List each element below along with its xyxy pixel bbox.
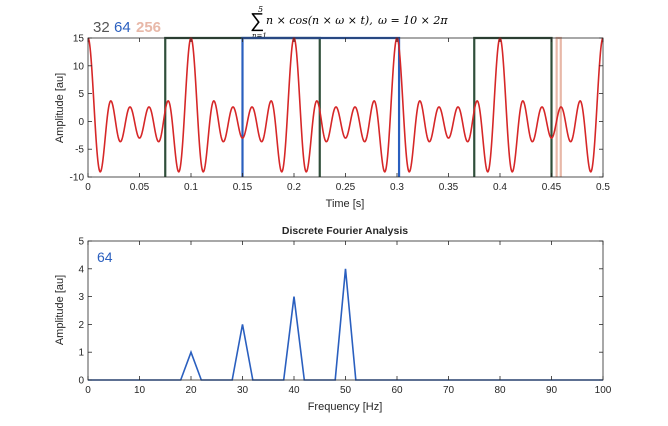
legend-256: 256 [136, 19, 161, 36]
sum-lower-limit: n=1 [252, 32, 267, 40]
y-tick-label: -5 [75, 145, 84, 156]
signal-line [87, 36, 604, 173]
x-tick-label: 40 [288, 385, 300, 396]
x-tick-label: 0 [85, 385, 91, 396]
frequency-y-ticks: 0 1 2 3 4 5 [78, 237, 603, 387]
x-tick-label: 70 [443, 385, 455, 396]
y-tick-label: 0 [78, 376, 84, 387]
time-x-axis-label: Time [s] [326, 198, 365, 210]
sample-count-annotation: 64 [97, 249, 113, 265]
sample-window-32 [473, 36, 553, 177]
y-tick-label: 10 [73, 61, 85, 72]
x-tick-label: 0.05 [130, 182, 150, 193]
time-x-ticks: 0 0.05 0.1 0.15 0.2 0.25 0.3 0.35 0.4 0.45 0.5 [85, 38, 610, 193]
x-tick-label: 0.35 [439, 182, 459, 193]
x-tick-label: 0.25 [336, 182, 356, 193]
x-tick-label: 10 [134, 385, 146, 396]
y-tick-label: 5 [78, 89, 84, 100]
x-tick-label: 0.1 [184, 182, 198, 193]
x-tick-label: 0.5 [596, 182, 610, 193]
frequency-plot-frame [87, 240, 604, 381]
x-tick-label: 90 [546, 385, 558, 396]
frequency-x-axis-label: Frequency [Hz] [308, 401, 383, 413]
legend-32: 32 [93, 19, 110, 36]
x-tick-label: 0 [85, 182, 91, 193]
y-tick-label: 15 [73, 34, 85, 45]
spectrum-line [88, 268, 603, 381]
y-tick-label: 5 [78, 237, 84, 248]
fourier-title: Discrete Fourier Analysis [282, 225, 408, 237]
omega-definition: ω = 10 × 2π [378, 14, 448, 27]
time-y-ticks: -10 -5 0 5 10 15 [70, 34, 603, 184]
y-tick-label: 3 [78, 292, 84, 303]
y-tick-label: 2 [78, 320, 84, 331]
sum-upper-limit: 5 [258, 5, 263, 14]
x-tick-label: 20 [185, 385, 197, 396]
time-y-axis-label: Amplitude [au] [54, 73, 66, 143]
x-tick-label: 100 [595, 385, 612, 396]
formula: 5 ∑ n=1 n × cos(n × ω × t), ω = 10 × 2π [250, 5, 448, 40]
legend-64: 64 [114, 19, 131, 36]
x-tick-label: 0.45 [542, 182, 562, 193]
sampling-legend: 32 64 256 [93, 19, 161, 36]
x-tick-label: 0.4 [493, 182, 507, 193]
time-domain-plot: 0 0.05 0.1 0.15 0.2 0.25 0.3 0.35 0.4 0.45 0.5 -10… [54, 19, 610, 210]
y-tick-label: 4 [78, 264, 84, 275]
x-tick-label: 50 [340, 385, 352, 396]
frequency-y-axis-label: Amplitude [au] [54, 275, 66, 345]
x-tick-label: 60 [391, 385, 403, 396]
y-tick-label: 0 [78, 117, 84, 128]
sum-symbol: ∑ [250, 10, 264, 32]
formula-body: n × cos(n × ω × t), [266, 14, 373, 27]
x-tick-label: 0.3 [390, 182, 404, 193]
frequency-domain-plot: Discrete Fourier Analysis 0 10 20 30 40 50 60 7… [54, 225, 612, 413]
x-tick-label: 0.2 [287, 182, 301, 193]
sample-windows [164, 36, 562, 177]
x-tick-label: 30 [237, 385, 249, 396]
y-tick-label: -10 [70, 173, 85, 184]
x-tick-label: 0.15 [233, 182, 253, 193]
y-tick-label: 1 [78, 348, 84, 359]
x-tick-label: 80 [494, 385, 506, 396]
frequency-x-ticks: 0 10 20 30 40 50 60 70 80 90 100 [85, 241, 612, 396]
